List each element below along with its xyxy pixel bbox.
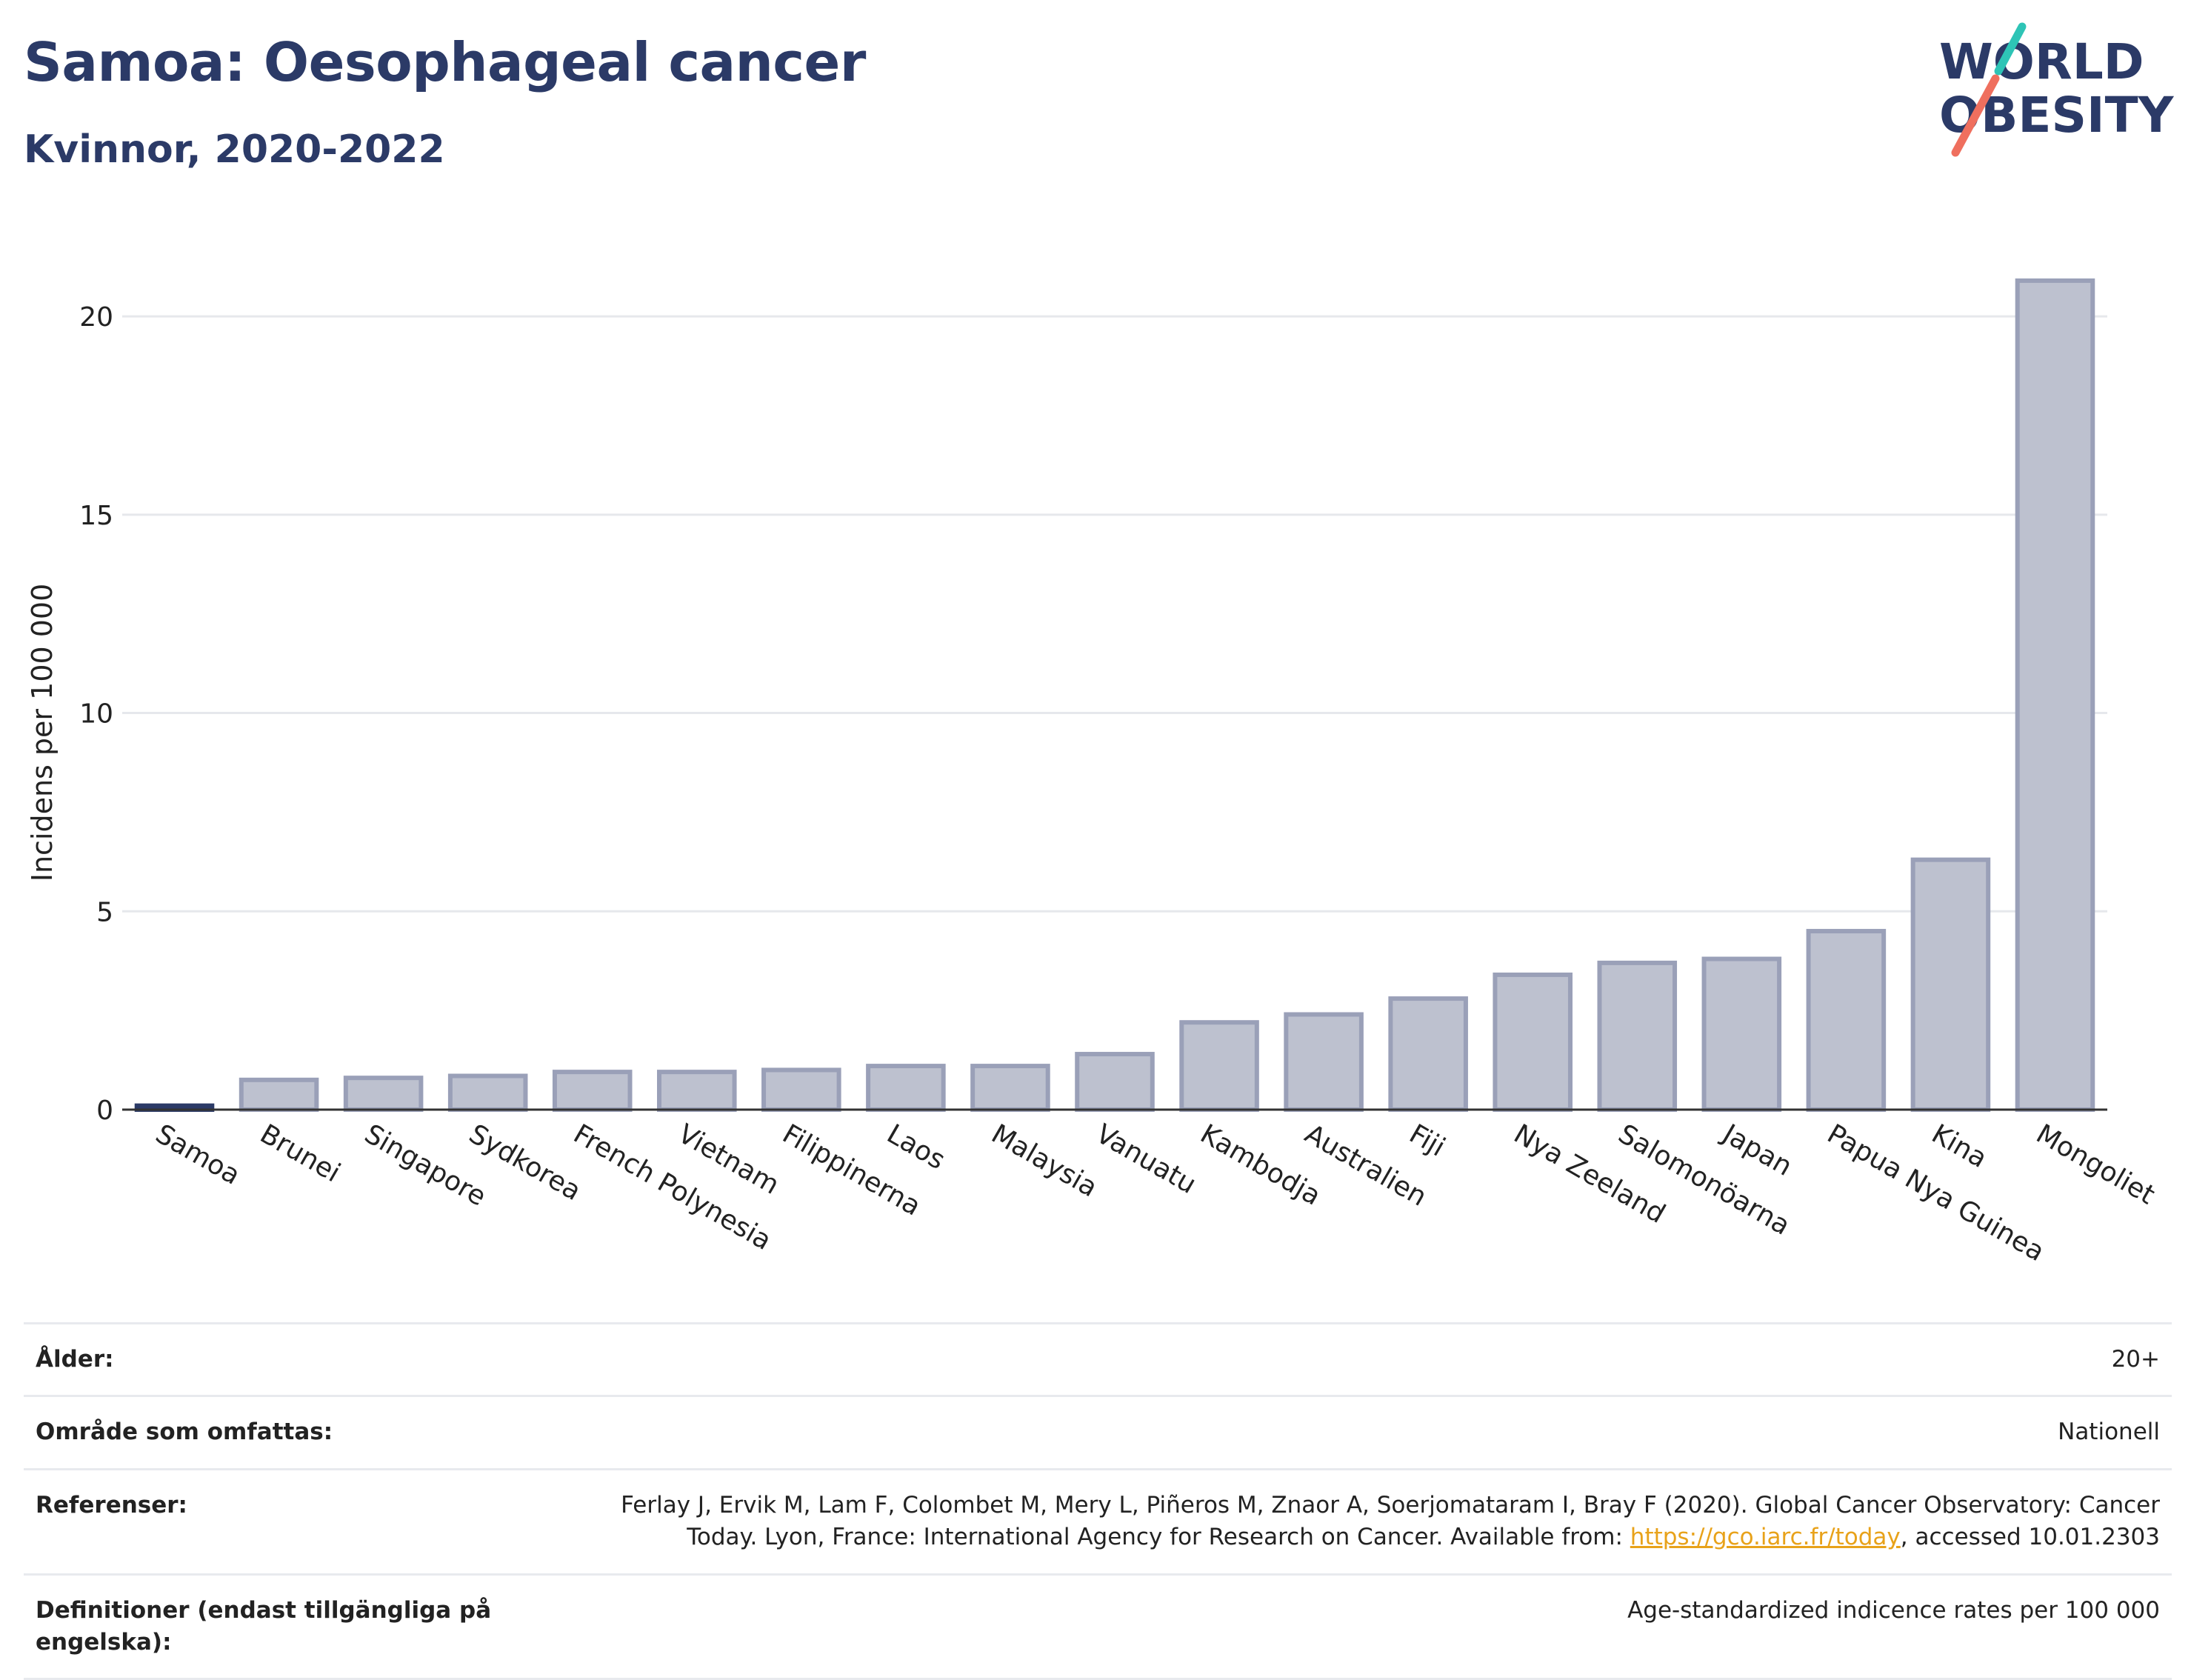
- bar-malaysia: [970, 1064, 1050, 1112]
- info-label: Definitioner (endast tillgängliga på eng…: [24, 1573, 507, 1680]
- bar-vietnam: [657, 1070, 737, 1113]
- bar-vanuatu: [1075, 1052, 1155, 1113]
- reference-line1: Ferlay J, Ervik M, Lam F, Colombet M, Me…: [621, 1491, 2160, 1519]
- info-row-definitions: Definitioner (endast tillgängliga på eng…: [24, 1573, 2172, 1680]
- chart-bars: [134, 278, 2095, 1113]
- x-tick-label: Fiji: [1404, 1119, 1450, 1163]
- y-tick-label: 10: [79, 699, 113, 730]
- logo-slash-coral: [1951, 74, 2000, 157]
- bar-australien: [1284, 1012, 1364, 1113]
- bar-filippinerna: [761, 1067, 841, 1113]
- reference-link[interactable]: https://gco.iarc.fr/today: [1630, 1524, 1901, 1551]
- info-value: 20+: [507, 1321, 2172, 1398]
- bar-brunei: [239, 1077, 319, 1113]
- bar-japan: [1701, 956, 1782, 1112]
- x-tick-label: Brunei: [255, 1119, 345, 1188]
- y-tick-label: 20: [79, 302, 113, 333]
- bar-sydkorea: [447, 1073, 528, 1112]
- bar-kina: [1910, 857, 1991, 1112]
- bar-laos: [866, 1064, 946, 1112]
- reference-accessed: , accessed 10.01.2303: [1900, 1524, 2160, 1551]
- info-row-references: Referenser: Ferlay J, Ervik M, Lam F, Co…: [24, 1467, 2172, 1576]
- x-tick-label: Salomonöarna: [1613, 1119, 1795, 1241]
- info-row-age: Ålder: 20+: [24, 1321, 2172, 1398]
- info-value: Age-standardized indicence rates per 100…: [507, 1573, 2172, 1680]
- y-axis-label: Incidens per 100 000: [26, 584, 59, 882]
- bar-kambodja: [1179, 1020, 1259, 1112]
- bar-singapore: [343, 1076, 424, 1113]
- info-label: Ålder:: [24, 1321, 507, 1398]
- page-subtitle: Kvinnor, 2020-2022: [24, 127, 445, 172]
- bar-papua-nya-guinea: [1806, 929, 1887, 1113]
- x-tick-label: Vanuatu: [1091, 1119, 1201, 1200]
- logo-line1: WORLD: [1939, 33, 2144, 90]
- y-axis-ticks: 0 5 10 15 20: [79, 302, 113, 1126]
- x-tick-label: Mongoliet: [2031, 1119, 2160, 1210]
- x-tick-label: Laos: [881, 1119, 950, 1176]
- y-tick-label: 5: [96, 897, 113, 927]
- y-tick-label: 0: [96, 1096, 113, 1126]
- x-tick-label: Samoa: [150, 1119, 245, 1191]
- reference-line2: Today. Lyon, France: International Agenc…: [687, 1524, 1630, 1551]
- x-tick-label: Malaysia: [986, 1119, 1102, 1203]
- logo-slash-teal: [1994, 22, 2027, 76]
- info-label: Referenser:: [24, 1467, 507, 1576]
- bar-nya-zeeland: [1493, 972, 1573, 1112]
- info-row-area: Område som omfattas: Nationell: [24, 1395, 2172, 1470]
- bar-chart: 0 5 10 15 20 Samoa Brunei SingaporeSydkoreaFre…: [26, 278, 2160, 1267]
- info-table: Ålder: 20+ Område som omfattas: Nationel…: [24, 1321, 2172, 1680]
- world-obesity-logo: WORLD OBESITY: [1939, 22, 2175, 157]
- chart-gridlines: [122, 315, 2107, 913]
- info-value: Ferlay J, Ervik M, Lam F, Colombet M, Me…: [507, 1467, 2172, 1576]
- info-label: Område som omfattas:: [24, 1395, 507, 1470]
- bar-french-polynesia: [552, 1070, 633, 1113]
- x-tick-label: Japan: [1716, 1118, 1797, 1182]
- bar-salomonöarna: [1597, 960, 1678, 1113]
- x-tick-label: Kina: [1927, 1119, 1992, 1174]
- x-tick-label: French Polynesia: [568, 1119, 776, 1256]
- info-value: Nationell: [507, 1395, 2172, 1470]
- page-title: Samoa: Oesophageal cancer: [24, 31, 866, 93]
- y-tick-label: 15: [79, 501, 113, 531]
- bar-fiji: [1388, 996, 1468, 1113]
- bar-mongoliet: [2015, 278, 2095, 1112]
